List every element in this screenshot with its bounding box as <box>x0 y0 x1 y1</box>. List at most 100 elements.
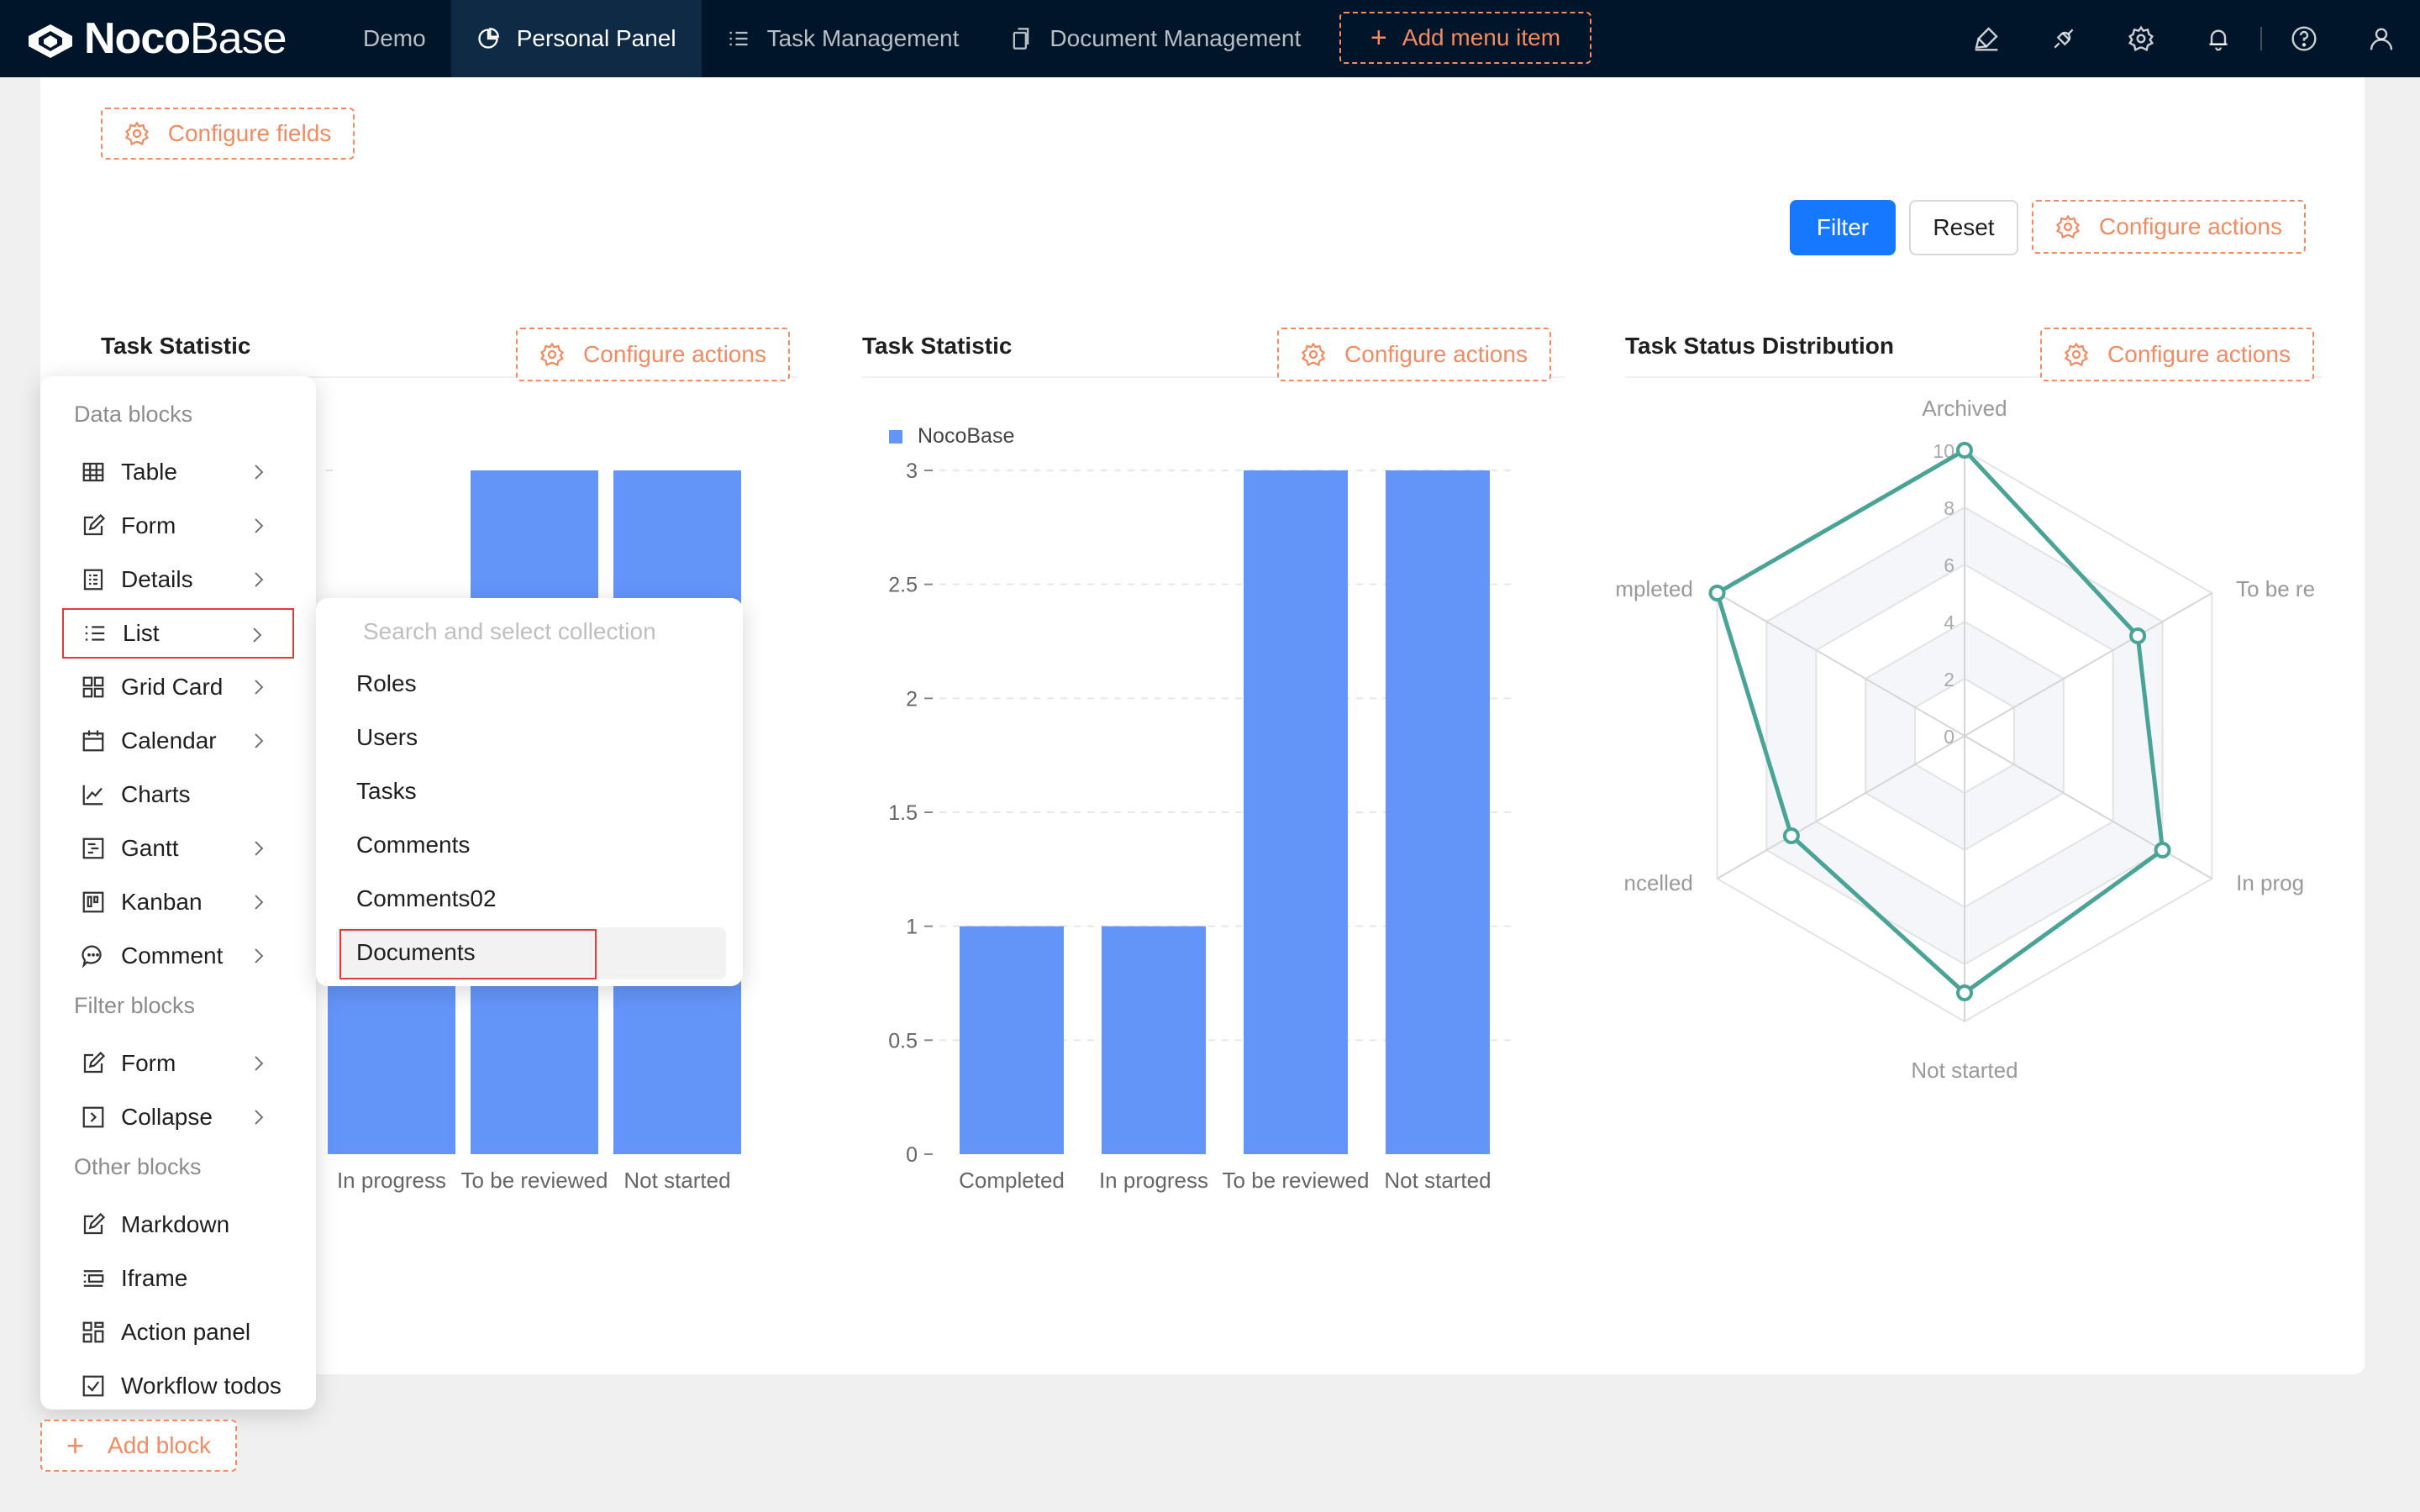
menu-item-label: Charts <box>121 781 191 807</box>
settings-icon <box>124 121 149 146</box>
legend-label: NocoBase <box>918 424 1014 448</box>
collection-item-comments02[interactable]: Comments02 <box>356 885 497 911</box>
collection-search-input[interactable]: Search and select collection <box>363 618 656 644</box>
nav-item-personal-panel[interactable]: Personal Panel <box>450 0 702 77</box>
bar <box>1386 470 1490 1154</box>
selected-item-highlight <box>339 929 597 979</box>
chevron-right-icon <box>255 948 264 963</box>
add-block-menu: Data blocks Table Form Details List Grid Card… <box>40 376 316 1410</box>
nav-item-demo[interactable]: Demo <box>338 0 451 77</box>
highlighter-button[interactable] <box>1948 0 2025 77</box>
logo-text-bold: Noco <box>84 14 191 63</box>
menu-item-collapse[interactable]: Collapse <box>62 1092 294 1142</box>
configure-actions-button[interactable]: Configure actions <box>2032 200 2306 254</box>
bar <box>1244 470 1348 1154</box>
chart3-title: Task Status Distribution <box>1625 333 1894 359</box>
add-block-button[interactable]: + Add block <box>40 1420 237 1472</box>
collection-item-documents[interactable]: Documents <box>356 939 476 965</box>
menu-item-label: Collapse <box>121 1104 213 1130</box>
grid-card-icon <box>82 676 104 698</box>
chevron-right-icon <box>255 895 264 910</box>
menu-item-grid-card[interactable]: Grid Card <box>62 662 294 712</box>
configure-fields-button[interactable]: Configure fields <box>101 108 355 160</box>
nav-item-label: Document Management <box>1050 25 1302 51</box>
logo-icon <box>29 24 72 58</box>
filter-button[interactable]: Filter <box>1790 200 1896 255</box>
menu-item-label: Kanban <box>121 889 203 915</box>
markdown-icon <box>83 1212 106 1235</box>
chart2-divider <box>862 376 1565 378</box>
help-button[interactable] <box>2265 0 2343 77</box>
menu-item-label: Form <box>121 512 176 538</box>
radar-spoke <box>1964 592 2212 737</box>
pie-chart-icon <box>478 28 499 49</box>
menu-item-markdown[interactable]: Markdown <box>62 1200 294 1250</box>
menu-item-calendar[interactable]: Calendar <box>62 716 294 766</box>
radar-axis-label: In prog <box>2236 870 2304 895</box>
toolbar-divider <box>2260 27 2262 50</box>
plugin-manager-button[interactable] <box>2025 0 2102 77</box>
chart3-divider <box>1625 376 2323 378</box>
chevron-right-icon <box>253 627 262 643</box>
menu-item-comment[interactable]: Comment <box>62 931 294 981</box>
add-block-label: Add block <box>108 1432 211 1458</box>
nav-item-task-management[interactable]: Task Management <box>702 0 985 77</box>
menu-item-label: List <box>123 620 160 646</box>
menu-item-label: Comment <box>121 942 224 969</box>
x-tick-label: To be reviewed <box>461 1168 608 1193</box>
menu-item-iframe[interactable]: Iframe <box>62 1253 294 1304</box>
menu-item-charts[interactable]: Charts <box>62 769 294 820</box>
nav-item-document-management[interactable]: Document Management <box>984 0 1326 77</box>
menu-item-label: Markdown <box>121 1211 230 1237</box>
chevron-right-icon <box>255 1110 264 1125</box>
radar-tick-label: 2 <box>1944 669 1954 690</box>
legend-swatch <box>889 430 902 444</box>
settings-icon <box>2128 25 2154 52</box>
help-icon <box>2291 26 2317 51</box>
menu-item-kanban[interactable]: Kanban <box>62 877 294 927</box>
add-menu-item-button[interactable]: + Add menu item <box>1339 12 1591 64</box>
menu-item-form[interactable]: Form <box>62 1038 294 1089</box>
chart2-configure-actions-button[interactable]: Configure actions <box>1277 328 1551 381</box>
reset-button[interactable]: Reset <box>1909 200 2018 255</box>
top-right-icons <box>1948 0 2420 77</box>
collection-item-roles[interactable]: Roles <box>356 670 417 696</box>
radar-point <box>1782 827 1800 844</box>
x-tick-label: To be reviewed <box>1223 1168 1370 1193</box>
menu-item-form[interactable]: Form <box>62 501 294 551</box>
menu-item-label: Workflow todos <box>121 1373 281 1399</box>
nocobase-logo[interactable]: NocoBase <box>25 12 287 66</box>
menu-item-workflow-todos[interactable]: Workflow todos <box>62 1361 294 1411</box>
menu-item-details[interactable]: Details <box>62 554 294 605</box>
collection-item-tasks[interactable]: Tasks <box>356 778 417 804</box>
y-tick-label: 2.5 <box>888 574 918 597</box>
chevron-right-icon <box>255 733 264 748</box>
collection-item-comments[interactable]: Comments <box>356 832 471 858</box>
bar <box>960 926 1064 1154</box>
plus-icon: + <box>66 1428 85 1462</box>
chevron-right-icon <box>255 572 264 587</box>
chart1-configure-actions-button[interactable]: Configure actions <box>516 328 790 381</box>
collection-item-users[interactable]: Users <box>356 724 418 750</box>
y-tick-label: 1.5 <box>888 801 918 825</box>
user-icon <box>2370 28 2393 50</box>
chevron-right-icon <box>255 465 264 480</box>
menu-item-label: Iframe <box>121 1265 188 1291</box>
chart3-configure-actions-button[interactable]: Configure actions <box>2040 328 2314 381</box>
add-menu-item-label: Add menu item <box>1402 24 1561 50</box>
line-chart-icon <box>82 785 103 806</box>
menu-group-label: Other blocks <box>74 1154 202 1179</box>
radar-tick-label: 8 <box>1944 497 1954 519</box>
menu-item-action-panel[interactable]: Action panel <box>62 1307 294 1357</box>
menu-item-table[interactable]: Table <box>62 447 294 497</box>
user-menu-button[interactable] <box>2343 0 2420 77</box>
settings-button[interactable] <box>2102 0 2180 77</box>
chevron-right-icon <box>255 518 264 533</box>
notifications-button[interactable] <box>2180 0 2257 77</box>
menu-item-gantt[interactable]: Gantt <box>62 823 294 874</box>
collection-submenu: Search and select collection Roles Users T… <box>316 598 743 986</box>
plugin-icon <box>2054 29 2074 49</box>
settings-icon <box>1301 342 1326 367</box>
menu-item-list[interactable]: List <box>62 608 294 659</box>
main-nav: Demo Personal Panel Task Management Docu… <box>338 0 1326 77</box>
